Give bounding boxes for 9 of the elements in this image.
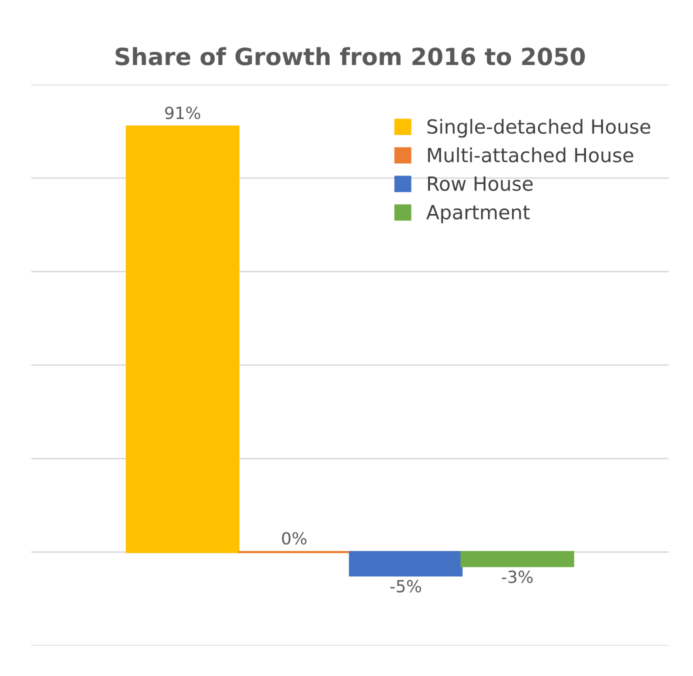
legend-label: Apartment — [426, 205, 530, 224]
data-label: 0% — [282, 532, 306, 545]
data-label: -5% — [390, 580, 422, 593]
legend-label: Multi-attached House — [428, 147, 634, 162]
data-label: 91% — [165, 106, 200, 120]
chart-title: Share of Growth from 2016 to 2050 — [116, 47, 585, 66]
data-label: -3% — [502, 570, 533, 584]
legend-label: Row House — [428, 176, 533, 191]
legend-label: Single-detached House — [427, 118, 650, 138]
